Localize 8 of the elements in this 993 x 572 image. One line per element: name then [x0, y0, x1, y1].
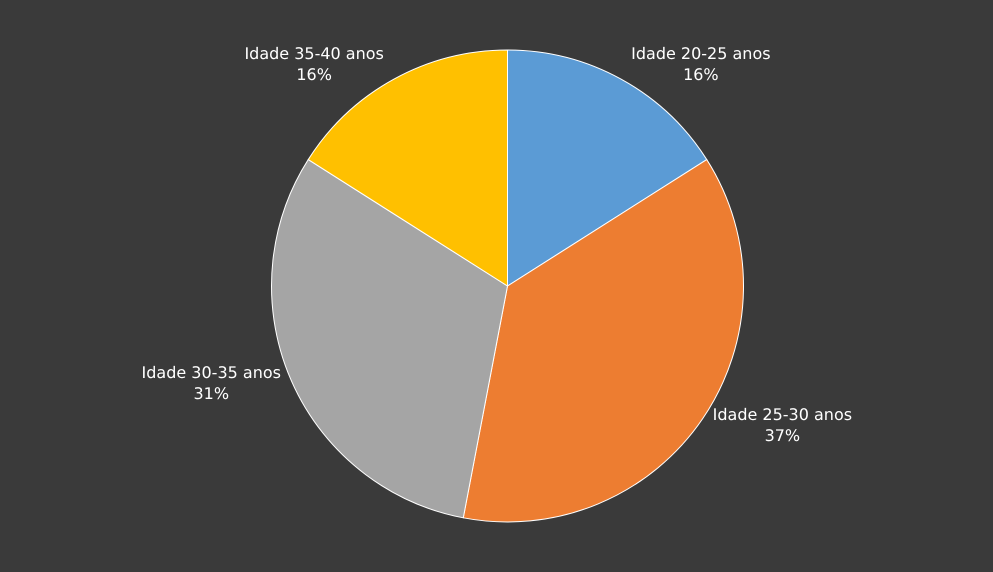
data-label: 16% — [296, 64, 332, 84]
slice-label: Idade 25-30 anos — [712, 405, 852, 424]
data-label: 16% — [683, 64, 719, 84]
slice-label: Idade 35-40 anos — [244, 44, 384, 64]
slice-label: Idade 20-25 anos — [631, 44, 771, 64]
data-label: 37% — [764, 426, 800, 445]
slice-label: Idade 30-35 anos — [142, 362, 281, 382]
data-label: 31% — [193, 384, 230, 403]
